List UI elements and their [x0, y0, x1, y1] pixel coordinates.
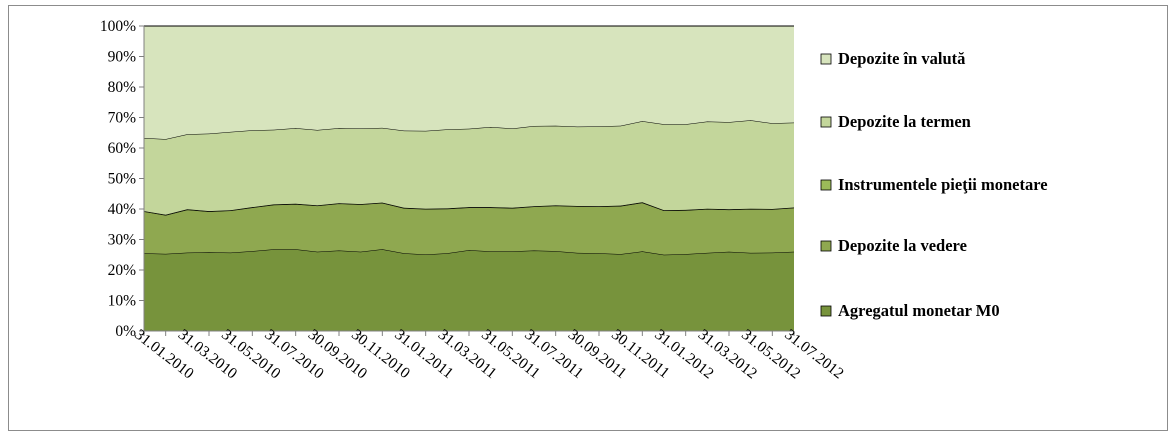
legend-label: Agregatul monetar M0: [838, 301, 1000, 320]
legend-label: Depozite în valută: [838, 49, 965, 68]
y-tick-label: 90%: [108, 49, 137, 66]
legend-label: Depozite la vedere: [838, 236, 967, 255]
y-tick-label: 60%: [108, 140, 137, 157]
y-axis: 0% 10% 20% 30% 40% 50% 60% 70% 80% 90% 100%: [100, 18, 145, 340]
legend-swatch: [820, 305, 832, 317]
legend-swatch: [820, 116, 832, 128]
area-series-3: [144, 120, 794, 215]
y-tick-label: 0%: [115, 323, 136, 340]
y-tick-label: 80%: [108, 79, 137, 96]
legend: Depozite în valută Depozite la termen Inst…: [820, 49, 1048, 320]
legend-swatch: [820, 53, 832, 65]
area-series-1: [144, 202, 794, 255]
legend-item-3: Depozite la vedere: [820, 236, 967, 255]
y-tick-label: 40%: [108, 201, 137, 218]
x-axis: 31.01.201031.03.201031.05.201031.07.2010…: [131, 326, 846, 382]
y-tick-label: 50%: [108, 171, 137, 188]
legend-item-1: Depozite la termen: [820, 112, 971, 131]
legend-label: Instrumentele pieţii monetare: [838, 175, 1048, 194]
legend-item-2: Instrumentele pieţii monetare: [820, 175, 1048, 194]
legend-label: Depozite la termen: [838, 112, 971, 131]
area-series-4: [144, 26, 794, 140]
legend-item-0: Depozite în valută: [820, 49, 965, 68]
y-tick-label: 70%: [108, 110, 137, 127]
legend-swatch: [820, 240, 832, 252]
y-tick-label: 30%: [108, 232, 137, 249]
y-tick-label: 100%: [100, 18, 136, 35]
y-tick-label: 10%: [108, 293, 137, 310]
plot-area: [143, 25, 795, 331]
area-series-0: [144, 249, 794, 331]
legend-swatch: [820, 179, 832, 191]
y-tick-label: 20%: [108, 262, 137, 279]
legend-item-4: Agregatul monetar M0: [820, 301, 1000, 320]
